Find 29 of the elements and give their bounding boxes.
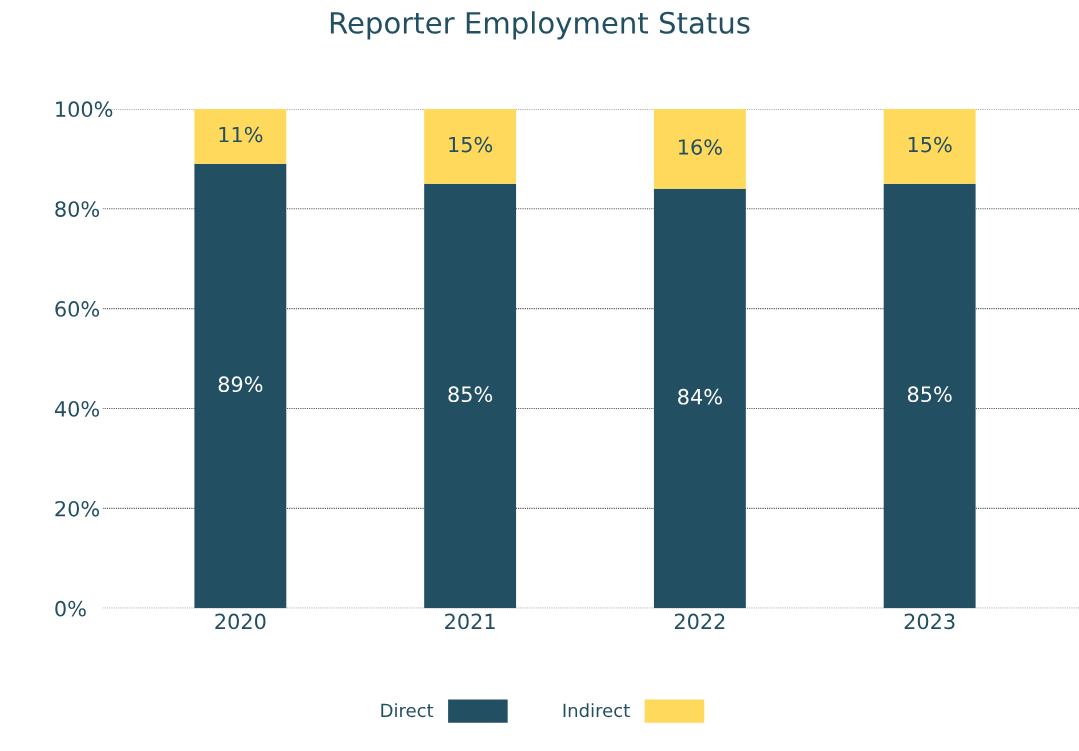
y-tick-label: 0% <box>55 600 86 617</box>
bar <box>424 108 517 184</box>
data-label: 11% <box>219 126 263 143</box>
y-tick-label: 80% <box>55 201 100 217</box>
chart-title: Reporter Employment Status <box>330 11 750 40</box>
y-tick-label: 40% <box>54 401 100 417</box>
y-tick-label: 60% <box>55 301 100 317</box>
data-label: 85% <box>448 386 493 403</box>
data-label: 16% <box>679 139 722 155</box>
bar <box>424 183 517 609</box>
x-tick-label: 2023 <box>904 613 955 630</box>
bar <box>194 108 287 164</box>
data-label: 85% <box>907 386 952 403</box>
legend-label: Direct <box>381 703 434 718</box>
bar <box>883 108 976 184</box>
bar <box>194 163 287 609</box>
data-label: 15% <box>449 136 493 153</box>
y-tick-label: 20% <box>55 500 100 517</box>
x-tick-label: 2020 <box>215 613 266 630</box>
y-tick-label: 100% <box>56 101 113 118</box>
data-label: 15% <box>908 136 952 153</box>
data-label: 84% <box>678 388 722 405</box>
data-label: 89% <box>218 376 263 393</box>
bar <box>653 108 746 189</box>
x-tick-label: 2021 <box>445 613 495 630</box>
bar <box>653 188 746 609</box>
legend-label: Indirect <box>563 703 630 718</box>
x-tick-label: 2022 <box>674 613 725 630</box>
bar <box>883 183 976 609</box>
